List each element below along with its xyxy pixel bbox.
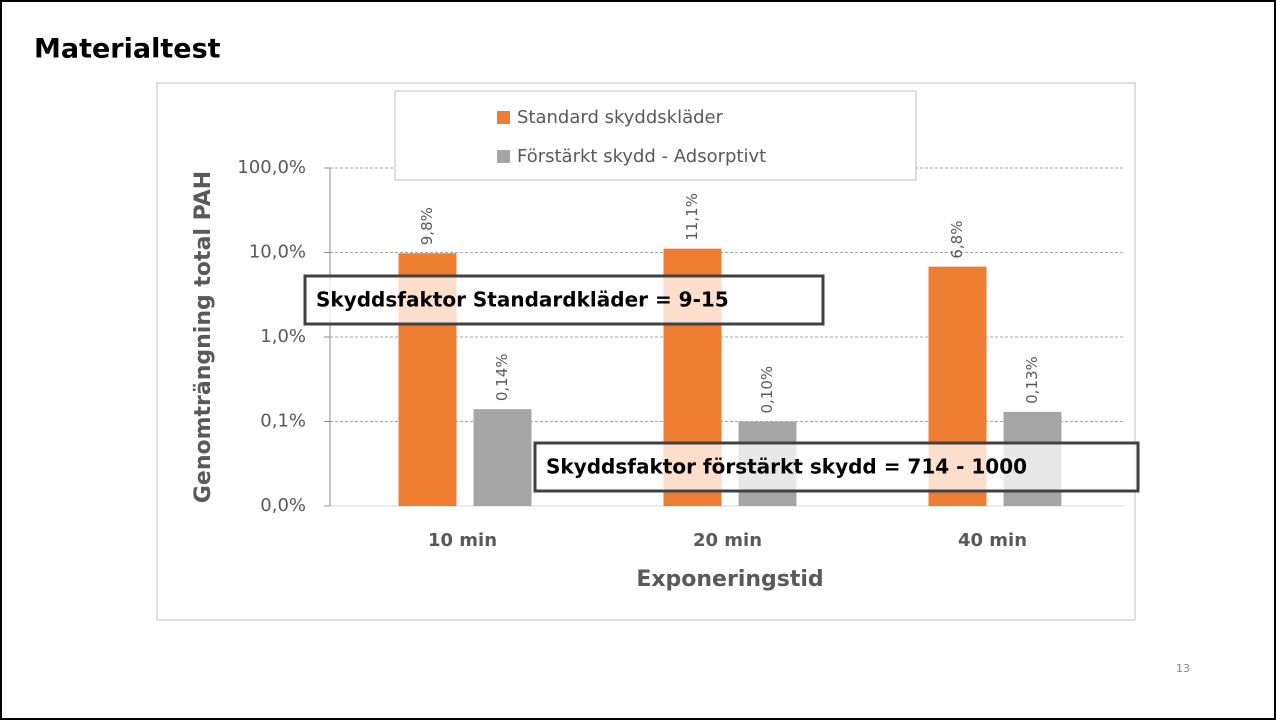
legend-label: Förstärkt skydd - Adsorptivt — [517, 146, 766, 167]
y-tick-label: 0,1% — [260, 411, 306, 432]
page-number: 13 — [1176, 662, 1190, 675]
value-label: 0,13% — [1023, 356, 1041, 404]
legend-box — [394, 90, 917, 181]
value-label: 6,8% — [948, 221, 966, 259]
y-tick-label: 0,0% — [260, 495, 306, 516]
x-axis-label: Exponeringstid — [636, 567, 823, 592]
x-tick-label: 10 min — [428, 530, 497, 551]
value-label: 0,10% — [758, 366, 776, 414]
x-tick-label: 20 min — [693, 530, 762, 551]
value-label: 11,1% — [683, 193, 701, 241]
legend-label: Standard skyddskläder — [517, 107, 724, 128]
chart: 0,0% 0,1% 1,0% 10,0% 100,0% 10 min 9,8% 0,14% 20… — [191, 90, 1140, 592]
value-label: 0,14% — [493, 353, 511, 401]
slide-title: Materialtest — [34, 34, 221, 65]
y-tick-label: 1,0% — [260, 326, 306, 347]
x-tick-label: 40 min — [958, 530, 1027, 551]
legend-swatch — [497, 150, 510, 163]
annotation-box — [303, 274, 825, 326]
value-label: 9,8% — [418, 207, 436, 245]
y-tick-label: 10,0% — [249, 242, 306, 263]
y-tick-label: 100,0% — [237, 157, 306, 178]
annotation-text: Skyddsfaktor Standardkläder = 9-15 — [316, 288, 729, 312]
legend-swatch — [497, 111, 510, 124]
bar — [473, 409, 532, 506]
annotation-text: Skyddsfaktor förstärkt skydd = 714 - 100… — [546, 455, 1027, 479]
annotation-box — [533, 441, 1140, 493]
y-axis-label: Genomträngning total PAH — [191, 171, 216, 503]
